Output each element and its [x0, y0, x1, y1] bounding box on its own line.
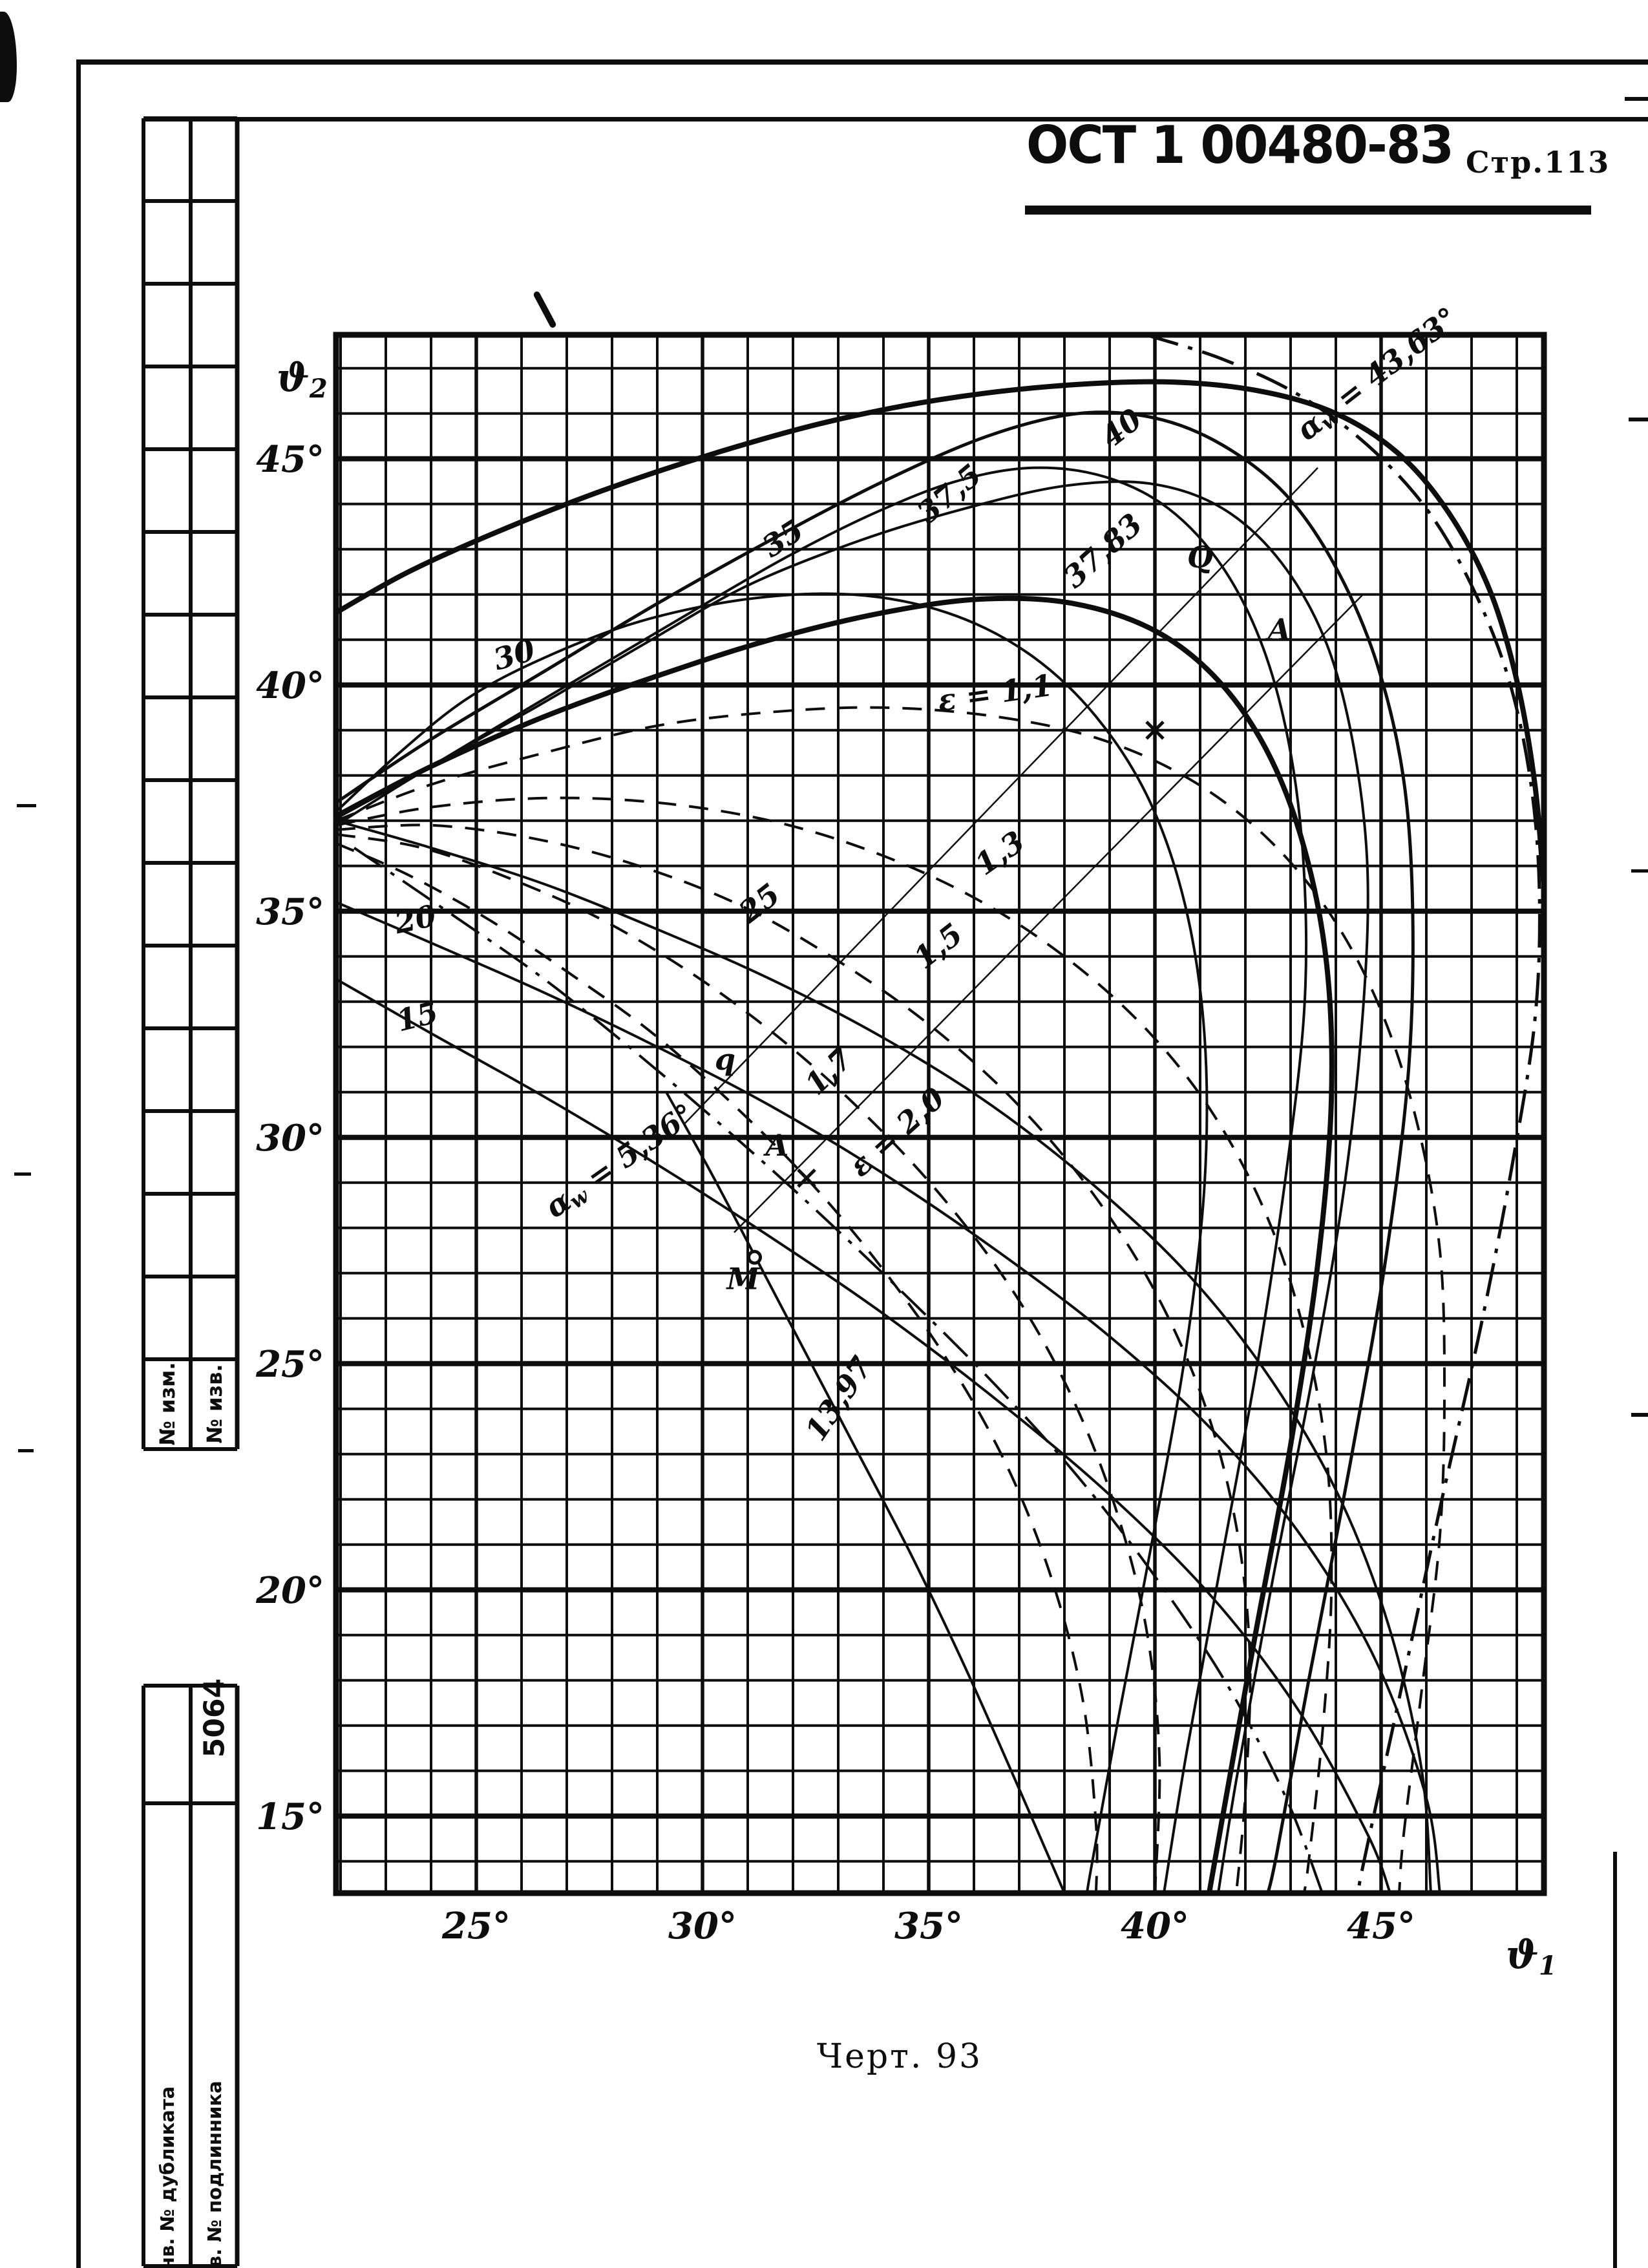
- curve-construction-AA: [734, 593, 1364, 1233]
- curve-fan-37-5: [335, 480, 1369, 1894]
- edge-tick-2: [1629, 418, 1648, 421]
- axis-ticks: 45° 40° 35° 30° 25° 20° 15° 25° 30° 35° 40° 45° ϑ2 ϑ1: [255, 355, 1557, 1981]
- curve-line-13-97: [665, 1091, 1066, 1894]
- curve-label-alpha-w-5-36: αw = 5,36°: [538, 1097, 702, 1227]
- edge-tick-1: [1625, 97, 1648, 101]
- curve-label-fan-40: 40: [1094, 401, 1148, 454]
- curve-curve-37-83: [335, 595, 1335, 1894]
- header-underline: [1025, 206, 1591, 215]
- standard-number: ОСТ 1 00480-83: [1026, 115, 1454, 175]
- curve-label-fan-35: 35: [756, 513, 810, 564]
- curve-label-curve-37-83: 37,83: [1057, 507, 1149, 595]
- x-tick-45: 45°: [1347, 1905, 1415, 1947]
- y-axis-label: ϑ2: [277, 355, 328, 404]
- edge-tick-3: [1631, 869, 1648, 873]
- point-label-q-2: q: [715, 1042, 735, 1077]
- x-tick-30: 30°: [668, 1905, 737, 1947]
- frame-right-bottom: [1613, 1852, 1617, 2268]
- y-tick-40: 40°: [256, 664, 324, 707]
- curve-fan-35: [335, 466, 1308, 1894]
- curve-alpha-w-43-63: [1145, 334, 1541, 1894]
- curve-fan-40: [335, 410, 1415, 1894]
- y-tick-15: 15°: [256, 1796, 324, 1838]
- curve-eps-1-1: [335, 706, 1446, 1893]
- curve-label-eps-1-5: 1,5: [907, 917, 969, 976]
- marker-cross-0: [1145, 721, 1165, 740]
- curve-fan-30: [335, 592, 1209, 1894]
- point-label-A-3: A: [763, 1128, 789, 1163]
- curve-label-eps-1-3: 1,3: [969, 824, 1031, 882]
- x-axis-label: ϑ1: [1506, 1933, 1557, 1981]
- y-tick-30: 30°: [256, 1117, 324, 1160]
- curve-eps-1-7: [335, 832, 1161, 1893]
- point-label-Q-0: Q: [1187, 540, 1213, 575]
- curve-fan-15: [335, 978, 1391, 1894]
- figure-caption: Черт. 93: [816, 2037, 983, 2076]
- scan-artifact-dash-2: [14, 1172, 31, 1176]
- sidebar-grid: [142, 116, 240, 2268]
- curve-eps-1-3: [335, 796, 1333, 1894]
- marker-circle-M: [747, 1249, 762, 1265]
- curve-eps-2-0: [335, 842, 1099, 1893]
- curve-fan-25: [335, 819, 1432, 1893]
- frame-top-inner: [143, 117, 1648, 122]
- curve-label-eps-1-1: ε = 1,1: [936, 668, 1055, 718]
- x-tick-25: 25°: [441, 1905, 511, 1947]
- curve-construction-Qq: [684, 467, 1318, 1125]
- point-label-M-4: M: [726, 1261, 761, 1296]
- y-tick-20: 20°: [255, 1569, 324, 1612]
- page-number: Стр.113: [1466, 145, 1611, 180]
- curve-envelope: [335, 379, 1545, 889]
- scan-artifact-dash-1: [17, 804, 36, 807]
- scan-artifact-dash-3: [18, 1449, 34, 1452]
- curve-alpha-w-5-36: [353, 847, 1324, 1894]
- curve-label-alpha-w-43-63: αw = 43,63°: [1290, 300, 1466, 449]
- curve-label-fan-20: 20: [391, 898, 439, 940]
- curve-label-fan-25: 25: [732, 876, 787, 930]
- markers: [747, 721, 1165, 1265]
- curve-eps-1-5: [335, 823, 1252, 1893]
- x-tick-40: 40°: [1121, 1905, 1189, 1947]
- edge-tick-4: [1631, 1413, 1648, 1417]
- x-tick-35: 35°: [894, 1905, 963, 1947]
- marker-cross-1: [797, 1169, 816, 1188]
- curves: [335, 334, 1545, 1894]
- plot-border: [333, 332, 1547, 1896]
- frame-top-outer: [76, 59, 1648, 65]
- point-label-A-1: A: [1265, 612, 1291, 647]
- curve-label-eps-2-0: ε = 2,0: [842, 1081, 951, 1184]
- y-tick-35: 35°: [256, 891, 324, 933]
- y-tick-45: 45°: [256, 438, 324, 481]
- curve-fan-20: [335, 900, 1441, 1894]
- y-tick-25: 25°: [255, 1343, 324, 1386]
- frame-left-outer: [76, 59, 81, 2268]
